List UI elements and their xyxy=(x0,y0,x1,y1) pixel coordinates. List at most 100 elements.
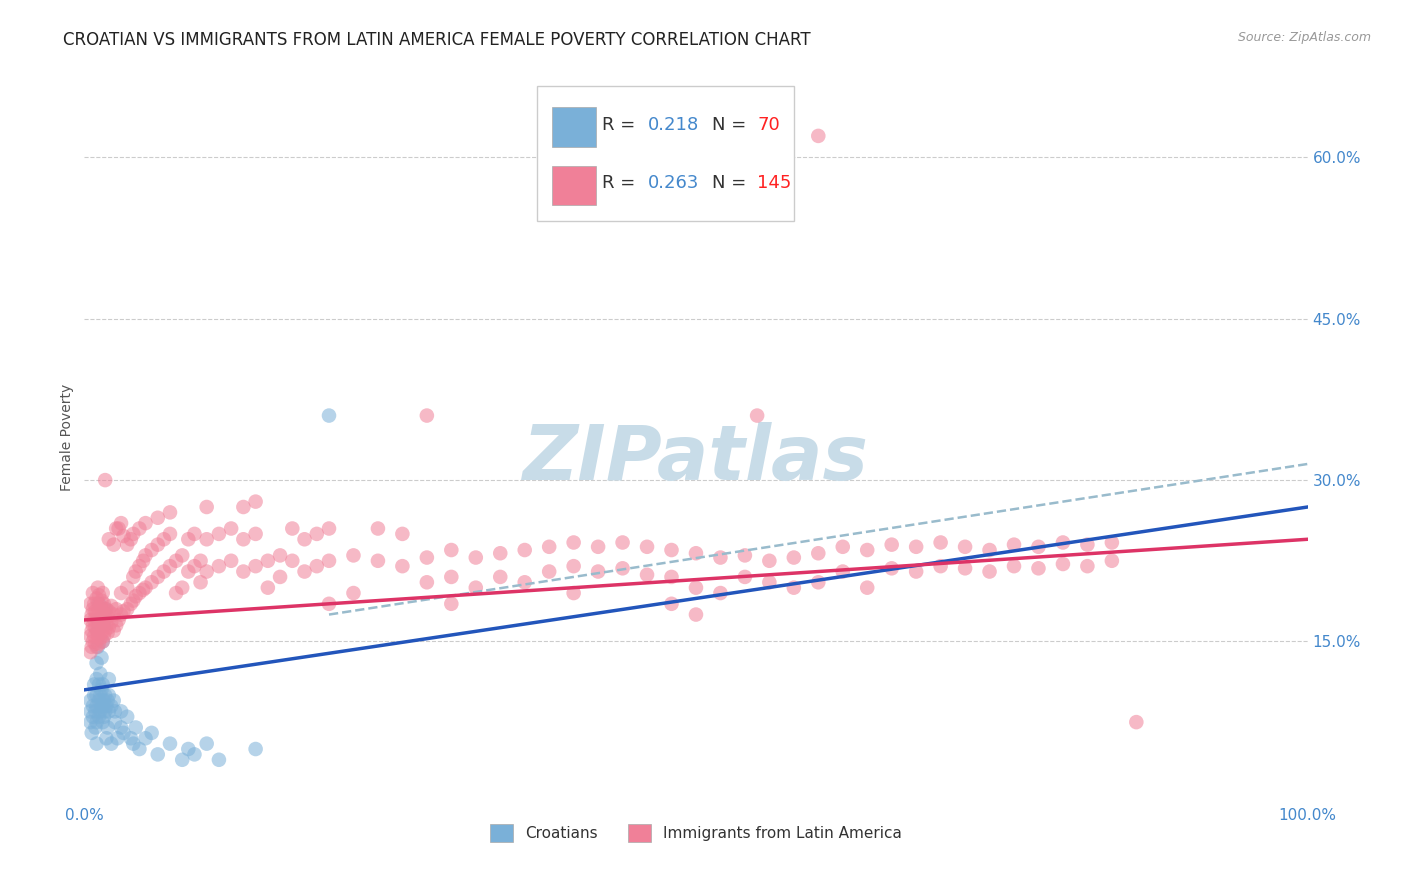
Point xyxy=(685,581,707,595)
Point xyxy=(103,624,125,638)
Point xyxy=(87,613,110,627)
Point xyxy=(91,634,114,648)
Point xyxy=(115,538,138,552)
Point xyxy=(165,586,187,600)
Point xyxy=(86,656,108,670)
Text: Source: ZipAtlas.com: Source: ZipAtlas.com xyxy=(1237,31,1371,45)
Point xyxy=(612,535,634,549)
Text: 145: 145 xyxy=(758,174,792,193)
Point xyxy=(661,570,683,584)
Point xyxy=(880,561,903,575)
Point xyxy=(79,613,101,627)
Point xyxy=(807,128,830,143)
Point xyxy=(82,602,104,616)
Point xyxy=(94,607,117,622)
Point xyxy=(91,602,114,616)
Point xyxy=(232,500,254,514)
Point xyxy=(709,586,731,600)
Point xyxy=(87,629,110,643)
Point xyxy=(79,645,101,659)
Point xyxy=(86,591,108,606)
Point xyxy=(80,726,103,740)
Point xyxy=(685,607,707,622)
Point xyxy=(195,737,218,751)
Point xyxy=(440,597,463,611)
Point xyxy=(112,726,135,740)
Point xyxy=(103,607,125,622)
Point xyxy=(146,538,169,552)
Point xyxy=(97,533,120,547)
Point xyxy=(103,538,125,552)
Point xyxy=(905,540,928,554)
Point xyxy=(100,599,122,613)
Text: 0.263: 0.263 xyxy=(648,174,700,193)
Point xyxy=(177,565,200,579)
Point xyxy=(734,570,756,584)
Point xyxy=(135,581,157,595)
Point xyxy=(342,586,364,600)
Point xyxy=(132,582,155,597)
Point xyxy=(80,607,103,622)
Point xyxy=(562,586,585,600)
Point xyxy=(807,575,830,590)
Point xyxy=(880,538,903,552)
Point xyxy=(115,710,138,724)
Point xyxy=(107,521,129,535)
Point xyxy=(1002,538,1025,552)
Point xyxy=(856,543,879,558)
Point xyxy=(636,540,658,554)
FancyBboxPatch shape xyxy=(537,86,794,221)
Point xyxy=(94,688,117,702)
Point xyxy=(135,549,157,563)
Point xyxy=(90,698,112,713)
Point xyxy=(90,609,112,624)
Point xyxy=(97,604,120,618)
Point xyxy=(97,688,120,702)
Point xyxy=(245,742,267,756)
Point xyxy=(91,618,114,632)
Point xyxy=(141,575,163,590)
Point xyxy=(83,629,105,643)
Point xyxy=(90,682,112,697)
Point xyxy=(747,409,769,423)
Point xyxy=(83,677,105,691)
Point xyxy=(128,742,150,756)
Text: R =: R = xyxy=(602,116,641,134)
Point xyxy=(146,510,169,524)
Point xyxy=(612,561,634,575)
Point xyxy=(159,505,181,519)
Point xyxy=(709,550,731,565)
Point xyxy=(115,602,138,616)
Point xyxy=(929,535,952,549)
Point xyxy=(87,620,110,634)
Point xyxy=(112,604,135,618)
Point xyxy=(177,533,200,547)
Point xyxy=(562,559,585,574)
Point xyxy=(128,521,150,535)
Point xyxy=(489,570,512,584)
Point xyxy=(245,559,267,574)
Point xyxy=(120,597,142,611)
Point xyxy=(141,726,163,740)
Point xyxy=(97,620,120,634)
Point xyxy=(97,672,120,686)
Point xyxy=(90,593,112,607)
Point xyxy=(93,597,115,611)
Point xyxy=(1052,535,1074,549)
Point xyxy=(89,705,111,719)
Point xyxy=(110,586,132,600)
Point xyxy=(83,613,105,627)
Point xyxy=(141,543,163,558)
Point xyxy=(84,705,107,719)
Point xyxy=(219,554,242,568)
Point xyxy=(257,581,280,595)
Point xyxy=(87,604,110,618)
Point xyxy=(84,620,107,634)
Point xyxy=(219,521,242,535)
Point xyxy=(318,409,340,423)
Point xyxy=(146,570,169,584)
Point xyxy=(586,565,609,579)
Point xyxy=(953,540,976,554)
Point xyxy=(783,581,806,595)
Point xyxy=(112,529,135,543)
